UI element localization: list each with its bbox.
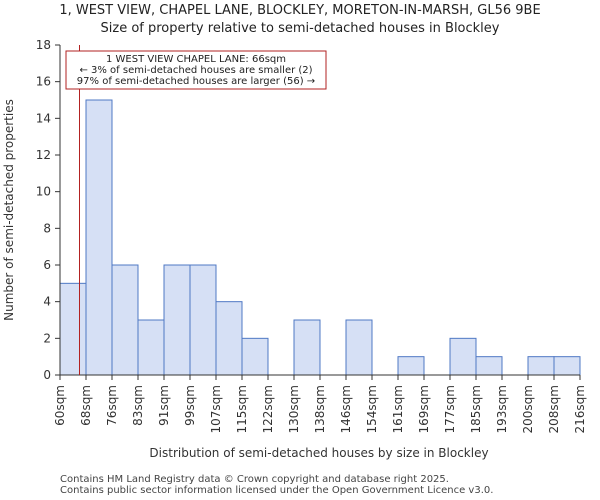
- footer-licence: Contains public sector information licen…: [60, 485, 494, 496]
- x-tick-label: 200sqm: [521, 385, 535, 433]
- x-tick-label: 154sqm: [365, 385, 379, 433]
- x-tick-label: 83sqm: [131, 385, 145, 426]
- x-tick-label: 99sqm: [183, 385, 197, 426]
- histogram-bar: [475, 356, 503, 376]
- x-tick-label: 60sqm: [53, 385, 67, 426]
- chart-title-address: 1, WEST VIEW, CHAPEL LANE, BLOCKLEY, MOR…: [59, 3, 541, 18]
- x-tick-label: 138sqm: [313, 385, 327, 433]
- histogram-bar: [163, 264, 191, 376]
- histogram-bar: [215, 301, 243, 376]
- x-tick-label: 68sqm: [79, 385, 93, 426]
- histogram-bar: [397, 356, 425, 376]
- histogram-bar: [59, 282, 87, 376]
- chart-subtitle: Size of property relative to semi-detach…: [100, 21, 500, 36]
- x-tick-label: 216sqm: [573, 385, 587, 433]
- histogram-bar: [111, 264, 139, 376]
- y-tick-label: 4: [43, 295, 51, 309]
- annotation-text: 97% of semi-detached houses are larger (…: [77, 76, 315, 87]
- histogram-bar: [553, 356, 581, 376]
- histogram-bar: [527, 356, 555, 376]
- y-tick-label: 0: [43, 368, 51, 382]
- histogram-bar: [189, 264, 217, 376]
- histogram-chart: 0 2 4 6 8 10 12 14 16 18 60sqm 68sqm 76sqm 83sqm 91sq…: [2, 38, 587, 460]
- y-tick-label: 2: [43, 331, 51, 345]
- x-tick-label: 76sqm: [105, 385, 119, 426]
- y-tick-label: 10: [36, 185, 51, 199]
- histogram-bar: [241, 337, 269, 376]
- x-tick-label: 122sqm: [261, 385, 275, 433]
- x-tick-label: 161sqm: [391, 385, 405, 433]
- y-axis-label: Number of semi-detached properties: [2, 99, 16, 321]
- x-tick-label: 193sqm: [495, 385, 509, 433]
- x-tick-label: 169sqm: [417, 385, 431, 433]
- histogram-bar: [137, 319, 165, 376]
- x-tick-label: 107sqm: [209, 385, 223, 433]
- y-tick-label: 18: [36, 38, 51, 52]
- annotation-text: ← 3% of semi-detached houses are smaller…: [79, 65, 312, 76]
- histogram-bar: [449, 337, 477, 376]
- x-tick-label: 130sqm: [287, 385, 301, 433]
- x-tick-label: 208sqm: [547, 385, 561, 433]
- y-tick-label: 12: [36, 148, 51, 162]
- histogram-bar: [85, 99, 113, 376]
- x-tick-label: 146sqm: [339, 385, 353, 433]
- annotation-box: [65, 50, 327, 90]
- x-tick-label: 91sqm: [157, 385, 171, 426]
- x-tick-label: 115sqm: [235, 385, 249, 433]
- y-tick-label: 8: [43, 221, 51, 235]
- x-tick-label: 185sqm: [469, 385, 483, 433]
- histogram-bar: [293, 319, 321, 376]
- y-tick-label: 16: [36, 75, 51, 89]
- annotation-text: 1 WEST VIEW CHAPEL LANE: 66sqm: [106, 54, 286, 65]
- y-tick-label: 14: [36, 111, 51, 125]
- footer-copyright: Contains HM Land Registry data © Crown c…: [60, 474, 449, 485]
- histogram-bar: [345, 319, 373, 376]
- x-axis-label: Distribution of semi-detached houses by …: [149, 446, 488, 460]
- x-tick-label: 177sqm: [443, 385, 457, 433]
- y-tick-label: 6: [43, 258, 51, 272]
